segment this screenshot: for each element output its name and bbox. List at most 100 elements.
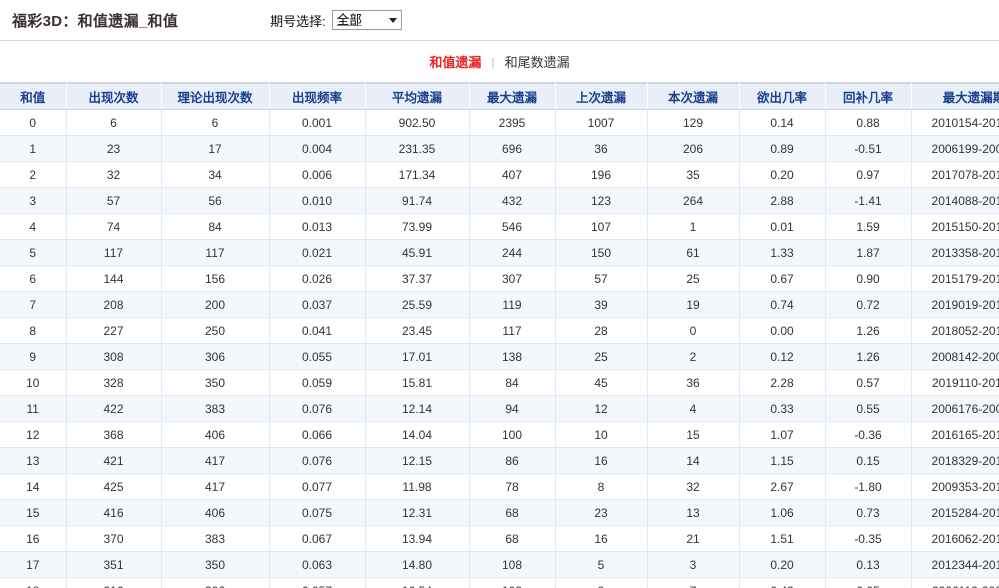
tab-sum-omission[interactable]: 和值遗漏 xyxy=(429,55,482,70)
cell-out-prob: 0.01 xyxy=(739,213,826,240)
column-header-last-omission[interactable]: 上次遗漏 xyxy=(555,83,648,110)
cell-cur-omission: 3 xyxy=(647,551,740,578)
cell-frequency: 0.021 xyxy=(269,239,366,266)
cell-cur-omission: 1 xyxy=(647,213,740,240)
tab-bar: 和值遗漏 | 和尾数遗漏 xyxy=(0,41,999,83)
table-row: 14 425 417 0.077 11.98 78 8 32 2.67 -1.80 2009353-… xyxy=(0,473,999,500)
column-header-frequency[interactable]: 出现频率 xyxy=(269,83,366,110)
column-header-out-prob[interactable]: 欲出几率 xyxy=(739,83,826,110)
cell-occurrences: 422 xyxy=(66,395,162,422)
column-header-max-omission[interactable]: 最大遗漏 xyxy=(469,83,556,110)
cell-occurrences: 328 xyxy=(66,369,162,396)
cell-out-prob: 1.07 xyxy=(739,421,826,448)
period-selector-group: 期号选择: 全部 xyxy=(270,10,402,30)
cell-max-omission: 68 xyxy=(469,499,556,526)
cell-max-range: 2012344-2013092 xyxy=(911,551,999,578)
tab-separator: | xyxy=(491,54,495,69)
cell-theoretical: 417 xyxy=(161,473,270,500)
cell-theoretical: 350 xyxy=(161,369,270,396)
cell-occurrences: 74 xyxy=(66,213,162,240)
table-row: 7 208 200 0.037 25.59 119 39 19 0.74 0.72 2019019-… xyxy=(0,291,999,318)
cell-max-range: 2015150-2016337 xyxy=(911,213,999,240)
cell-max-range: 2008142-2008279 xyxy=(911,343,999,370)
page-title: 福彩3D：和值遗漏_和值 xyxy=(12,12,179,30)
cell-last-omission: 5 xyxy=(555,551,648,578)
cell-occurrences: 32 xyxy=(66,161,162,188)
cell-frequency: 0.057 xyxy=(269,577,366,588)
table-row: 8 227 250 0.041 23.45 117 28 0 0.00 1.26 2018052-2… xyxy=(0,317,999,344)
cell-back-prob: -1.41 xyxy=(825,187,912,214)
cell-occurrences: 421 xyxy=(66,447,162,474)
cell-back-prob: 0.15 xyxy=(825,447,912,474)
cell-last-omission: 8 xyxy=(555,577,648,588)
tab-sum-tail-omission[interactable]: 和尾数遗漏 xyxy=(504,55,570,70)
cell-occurrences: 416 xyxy=(66,499,162,526)
cell-frequency: 0.013 xyxy=(269,213,366,240)
table-row: 1 23 17 0.004 231.35 696 36 206 0.89 -0.51 2006199… xyxy=(0,135,999,162)
cell-last-omission: 1007 xyxy=(555,109,648,136)
cell-last-omission: 36 xyxy=(555,135,648,162)
cell-avg-omission: 73.99 xyxy=(365,213,470,240)
cell-max-range: 2009353-2010072 xyxy=(911,473,999,500)
cell-back-prob: 0.55 xyxy=(825,395,912,422)
cell-max-range: 2015284-2015351 xyxy=(911,499,999,526)
cell-cur-omission: 36 xyxy=(647,369,740,396)
cell-frequency: 0.063 xyxy=(269,551,366,578)
cell-cur-omission: 7 xyxy=(647,577,740,588)
cell-last-omission: 39 xyxy=(555,291,648,318)
cell-sum: 9 xyxy=(0,343,67,370)
cell-max-omission: 68 xyxy=(469,525,556,552)
cell-avg-omission: 17.01 xyxy=(365,343,470,370)
column-header-avg-omission[interactable]: 平均遗漏 xyxy=(365,83,470,110)
table-row: 11 422 383 0.076 12.14 94 12 4 0.33 0.55 2006176-2… xyxy=(0,395,999,422)
column-header-back-prob[interactable]: 回补几率 xyxy=(825,83,912,110)
cell-max-omission: 102 xyxy=(469,577,556,588)
cell-max-omission: 119 xyxy=(469,291,556,318)
cell-frequency: 0.001 xyxy=(269,109,366,136)
period-select-dropdown[interactable]: 全部 xyxy=(331,10,402,30)
cell-occurrences: 316 xyxy=(66,577,162,588)
cell-back-prob: 1.26 xyxy=(825,317,912,344)
cell-avg-omission: 25.59 xyxy=(365,291,470,318)
table-header: 和值 出现次数 理论出现次数 出现频率 平均遗漏 最大遗漏 上次遗漏 本次遗漏 … xyxy=(0,83,999,110)
cell-max-range: 2010154-2017041 xyxy=(911,109,999,136)
cell-max-omission: 2395 xyxy=(469,109,556,136)
cell-out-prob: 0.20 xyxy=(739,551,826,578)
cell-occurrences: 6 xyxy=(66,109,162,136)
cell-avg-omission: 15.81 xyxy=(365,369,470,396)
cell-max-range: 2006199-2008180 xyxy=(911,135,999,162)
cell-sum: 1 xyxy=(0,135,67,162)
cell-theoretical: 34 xyxy=(161,161,270,188)
cell-sum: 5 xyxy=(0,239,67,266)
column-header-occurrences[interactable]: 出现次数 xyxy=(66,83,162,110)
cell-max-omission: 84 xyxy=(469,369,556,396)
cell-back-prob: 0.13 xyxy=(825,551,912,578)
column-header-max-range[interactable]: 最大遗漏期间 xyxy=(911,83,999,110)
cell-last-omission: 8 xyxy=(555,473,648,500)
cell-cur-omission: 129 xyxy=(647,109,740,136)
cell-occurrences: 144 xyxy=(66,265,162,292)
cell-cur-omission: 264 xyxy=(647,187,740,214)
cell-sum: 17 xyxy=(0,551,67,578)
column-header-sum[interactable]: 和值 xyxy=(0,83,67,110)
cell-occurrences: 208 xyxy=(66,291,162,318)
column-header-theoretical[interactable]: 理论出现次数 xyxy=(161,83,270,110)
cell-last-omission: 123 xyxy=(555,187,648,214)
cell-out-prob: 1.33 xyxy=(739,239,826,266)
cell-frequency: 0.006 xyxy=(269,161,366,188)
cell-max-omission: 432 xyxy=(469,187,556,214)
cell-max-range: 2016165-2016264 xyxy=(911,421,999,448)
cell-last-omission: 23 xyxy=(555,499,648,526)
cell-avg-omission: 91.74 xyxy=(365,187,470,214)
cell-sum: 6 xyxy=(0,265,67,292)
cell-cur-omission: 61 xyxy=(647,239,740,266)
cell-max-range: 2018052-2018168 xyxy=(911,317,999,344)
cell-sum: 14 xyxy=(0,473,67,500)
cell-occurrences: 425 xyxy=(66,473,162,500)
cell-out-prob: 2.28 xyxy=(739,369,826,396)
cell-occurrences: 227 xyxy=(66,317,162,344)
cell-out-prob: 0.33 xyxy=(739,395,826,422)
cell-out-prob: 1.15 xyxy=(739,447,826,474)
cell-max-range: 2006112-2006213 xyxy=(911,577,999,588)
column-header-cur-omission[interactable]: 本次遗漏 xyxy=(647,83,740,110)
